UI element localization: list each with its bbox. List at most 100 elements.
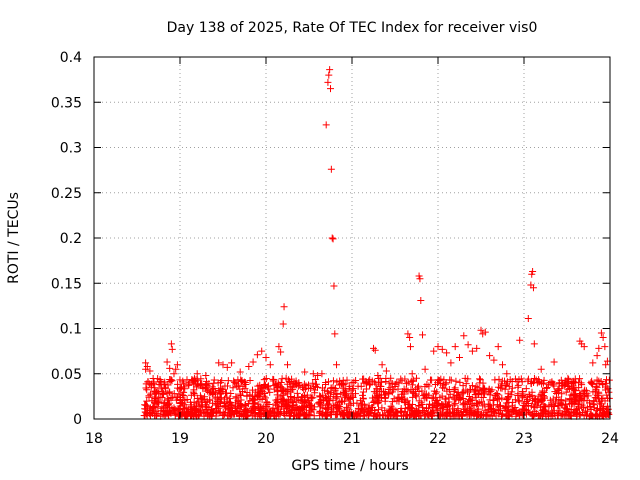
data-point (415, 412, 423, 420)
data-point (202, 401, 210, 409)
data-point (460, 400, 468, 408)
data-point (587, 379, 595, 387)
data-point (386, 384, 394, 392)
data-point (537, 365, 545, 373)
data-point (329, 384, 337, 392)
data-point (327, 85, 334, 93)
data-point (358, 391, 366, 399)
data-point (150, 388, 158, 396)
data-point (163, 358, 171, 366)
data-point (494, 383, 502, 391)
data-point (491, 392, 499, 400)
data-point (548, 400, 556, 408)
data-point (573, 406, 581, 414)
data-point (406, 405, 414, 413)
data-point (274, 384, 282, 392)
y-tick-label: 0.4 (60, 50, 82, 66)
data-point (246, 392, 254, 400)
data-point (176, 376, 184, 384)
data-point (261, 403, 269, 411)
data-point (586, 403, 594, 411)
data-point (526, 409, 534, 417)
data-point (254, 403, 262, 411)
data-point (513, 407, 521, 415)
data-point (582, 387, 590, 395)
data-point (341, 380, 349, 388)
data-point (458, 411, 466, 419)
data-point (559, 401, 567, 409)
data-point (140, 412, 148, 420)
data-point (501, 403, 509, 411)
data-point (601, 379, 609, 387)
data-point (516, 336, 524, 344)
data-point (580, 343, 588, 351)
data-point (272, 380, 280, 388)
data-point (172, 396, 180, 404)
data-point (144, 378, 152, 386)
data-point (145, 392, 153, 400)
data-point (255, 404, 263, 412)
data-point (498, 411, 506, 419)
data-point (318, 370, 326, 378)
data-point (278, 387, 286, 395)
data-point (274, 405, 282, 413)
data-point (453, 392, 461, 400)
data-point (324, 78, 332, 86)
data-point (450, 386, 458, 394)
data-point (378, 378, 386, 386)
data-point (310, 412, 318, 420)
data-point (167, 340, 175, 348)
data-point (590, 404, 598, 412)
data-point (454, 405, 462, 413)
data-point (262, 375, 270, 383)
data-point (452, 377, 460, 385)
data-point (192, 383, 200, 391)
data-point (377, 382, 385, 390)
data-point (562, 397, 570, 405)
data-point (217, 390, 225, 398)
data-point (460, 332, 468, 340)
data-point (366, 381, 374, 389)
data-point (294, 382, 302, 390)
data-point (343, 393, 351, 401)
data-point (349, 399, 357, 407)
data-point (451, 384, 459, 392)
data-point (468, 400, 476, 408)
data-point (413, 384, 421, 392)
data-point (300, 386, 308, 394)
data-point (514, 391, 522, 399)
data-point (406, 343, 414, 351)
data-point (301, 399, 309, 407)
data-point (143, 363, 151, 371)
data-point (578, 381, 586, 389)
data-point (328, 234, 336, 242)
data-point (228, 359, 236, 367)
data-point (486, 352, 494, 360)
data-point (544, 380, 552, 388)
data-point (360, 400, 368, 408)
data-point (327, 165, 335, 173)
data-point (464, 398, 472, 406)
data-point (603, 376, 611, 384)
data-point (316, 393, 324, 401)
data-point (593, 352, 601, 360)
data-point (239, 382, 247, 390)
data-point (208, 405, 216, 413)
data-point (374, 372, 382, 380)
data-point (382, 367, 390, 375)
data-point (419, 404, 427, 412)
x-tick-label: 18 (85, 431, 103, 447)
data-point (443, 349, 451, 357)
data-point (378, 361, 386, 369)
data-point (181, 404, 189, 412)
y-axis-label: ROTI / TECUs (6, 192, 22, 284)
data-point (233, 383, 241, 391)
data-point (378, 411, 386, 419)
data-point (563, 405, 571, 413)
data-point (283, 405, 291, 413)
data-point (170, 404, 178, 412)
data-point (237, 378, 245, 386)
data-point (155, 399, 162, 407)
chart-title: Day 138 of 2025, Rate Of TEC Index for r… (167, 20, 538, 36)
